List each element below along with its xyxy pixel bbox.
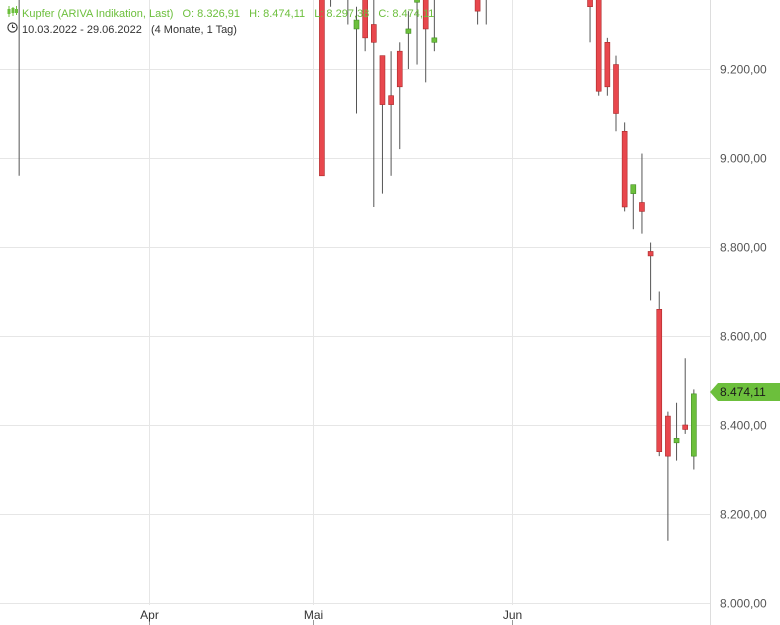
candle-body xyxy=(604,41,611,88)
last-price-marker: 8.474,11 xyxy=(710,383,780,402)
instrument-name: Kupfer (ARIVA Indikation, Last) xyxy=(22,8,174,20)
candle-body xyxy=(396,50,403,88)
low-value: L: 8.297,38 xyxy=(314,8,370,20)
candle-body xyxy=(656,308,663,452)
x-tick-label: Mai xyxy=(304,608,323,622)
candle-body xyxy=(665,415,671,457)
close-value: C: 8.474,11 xyxy=(378,8,435,20)
last-price-label: 8.474,11 xyxy=(720,385,766,399)
x-axis: Apr Mai Jun xyxy=(140,608,522,625)
x-tick-label: Apr xyxy=(140,608,159,622)
candle-body xyxy=(647,251,654,257)
candle-body xyxy=(682,424,689,430)
candle-body xyxy=(613,64,619,114)
legend-line-period: 10.03.2022 - 29.06.2022 (4 Monate, 1 Tag… xyxy=(6,22,237,36)
candle-body xyxy=(414,0,420,3)
candle-body xyxy=(379,55,386,105)
price-tick-label: 8.000,00 xyxy=(720,597,767,611)
legend-line-instrument: Kupfer (ARIVA Indikation, Last) O: 8.326… xyxy=(6,6,434,20)
price-tick-label: 8.600,00 xyxy=(720,330,767,344)
candle-body xyxy=(319,0,325,177)
candle-body xyxy=(673,438,680,444)
candle-body xyxy=(405,28,412,34)
high-value: H: 8.474,11 xyxy=(249,8,306,20)
candle-body xyxy=(388,95,394,105)
price-axis: 10.600,0010.400,0010.200,0010.000,009.80… xyxy=(720,63,767,611)
candle-body xyxy=(691,393,697,457)
candle-body xyxy=(370,24,377,43)
date-range: 10.03.2022 - 29.06.2022 xyxy=(22,24,142,36)
price-tick-label: 9.200,00 xyxy=(720,63,767,77)
candlestick-icon xyxy=(6,6,18,20)
candle-body xyxy=(630,184,637,194)
candle-body xyxy=(474,0,481,12)
last-price-badge xyxy=(710,383,780,402)
price-tick-label: 8.800,00 xyxy=(720,241,767,255)
candle-body xyxy=(422,0,429,30)
price-tick-label: 8.200,00 xyxy=(720,508,767,522)
x-tick-label: Jun xyxy=(503,608,522,622)
candle-body xyxy=(362,0,368,39)
candle-body xyxy=(587,0,593,7)
candles xyxy=(18,0,697,541)
price-tick-label: 8.400,00 xyxy=(720,419,767,433)
duration: (4 Monate, 1 Tag) xyxy=(150,24,237,36)
clock-icon xyxy=(6,22,18,36)
open-value: O: 8.326,91 xyxy=(182,8,241,20)
candle-body xyxy=(621,131,628,208)
candle-body xyxy=(431,37,438,43)
candle-body xyxy=(595,0,602,92)
grid-lines xyxy=(0,0,711,625)
price-tick-label: 9.000,00 xyxy=(720,152,767,166)
candle-body xyxy=(639,202,645,212)
candle-body xyxy=(353,19,360,30)
